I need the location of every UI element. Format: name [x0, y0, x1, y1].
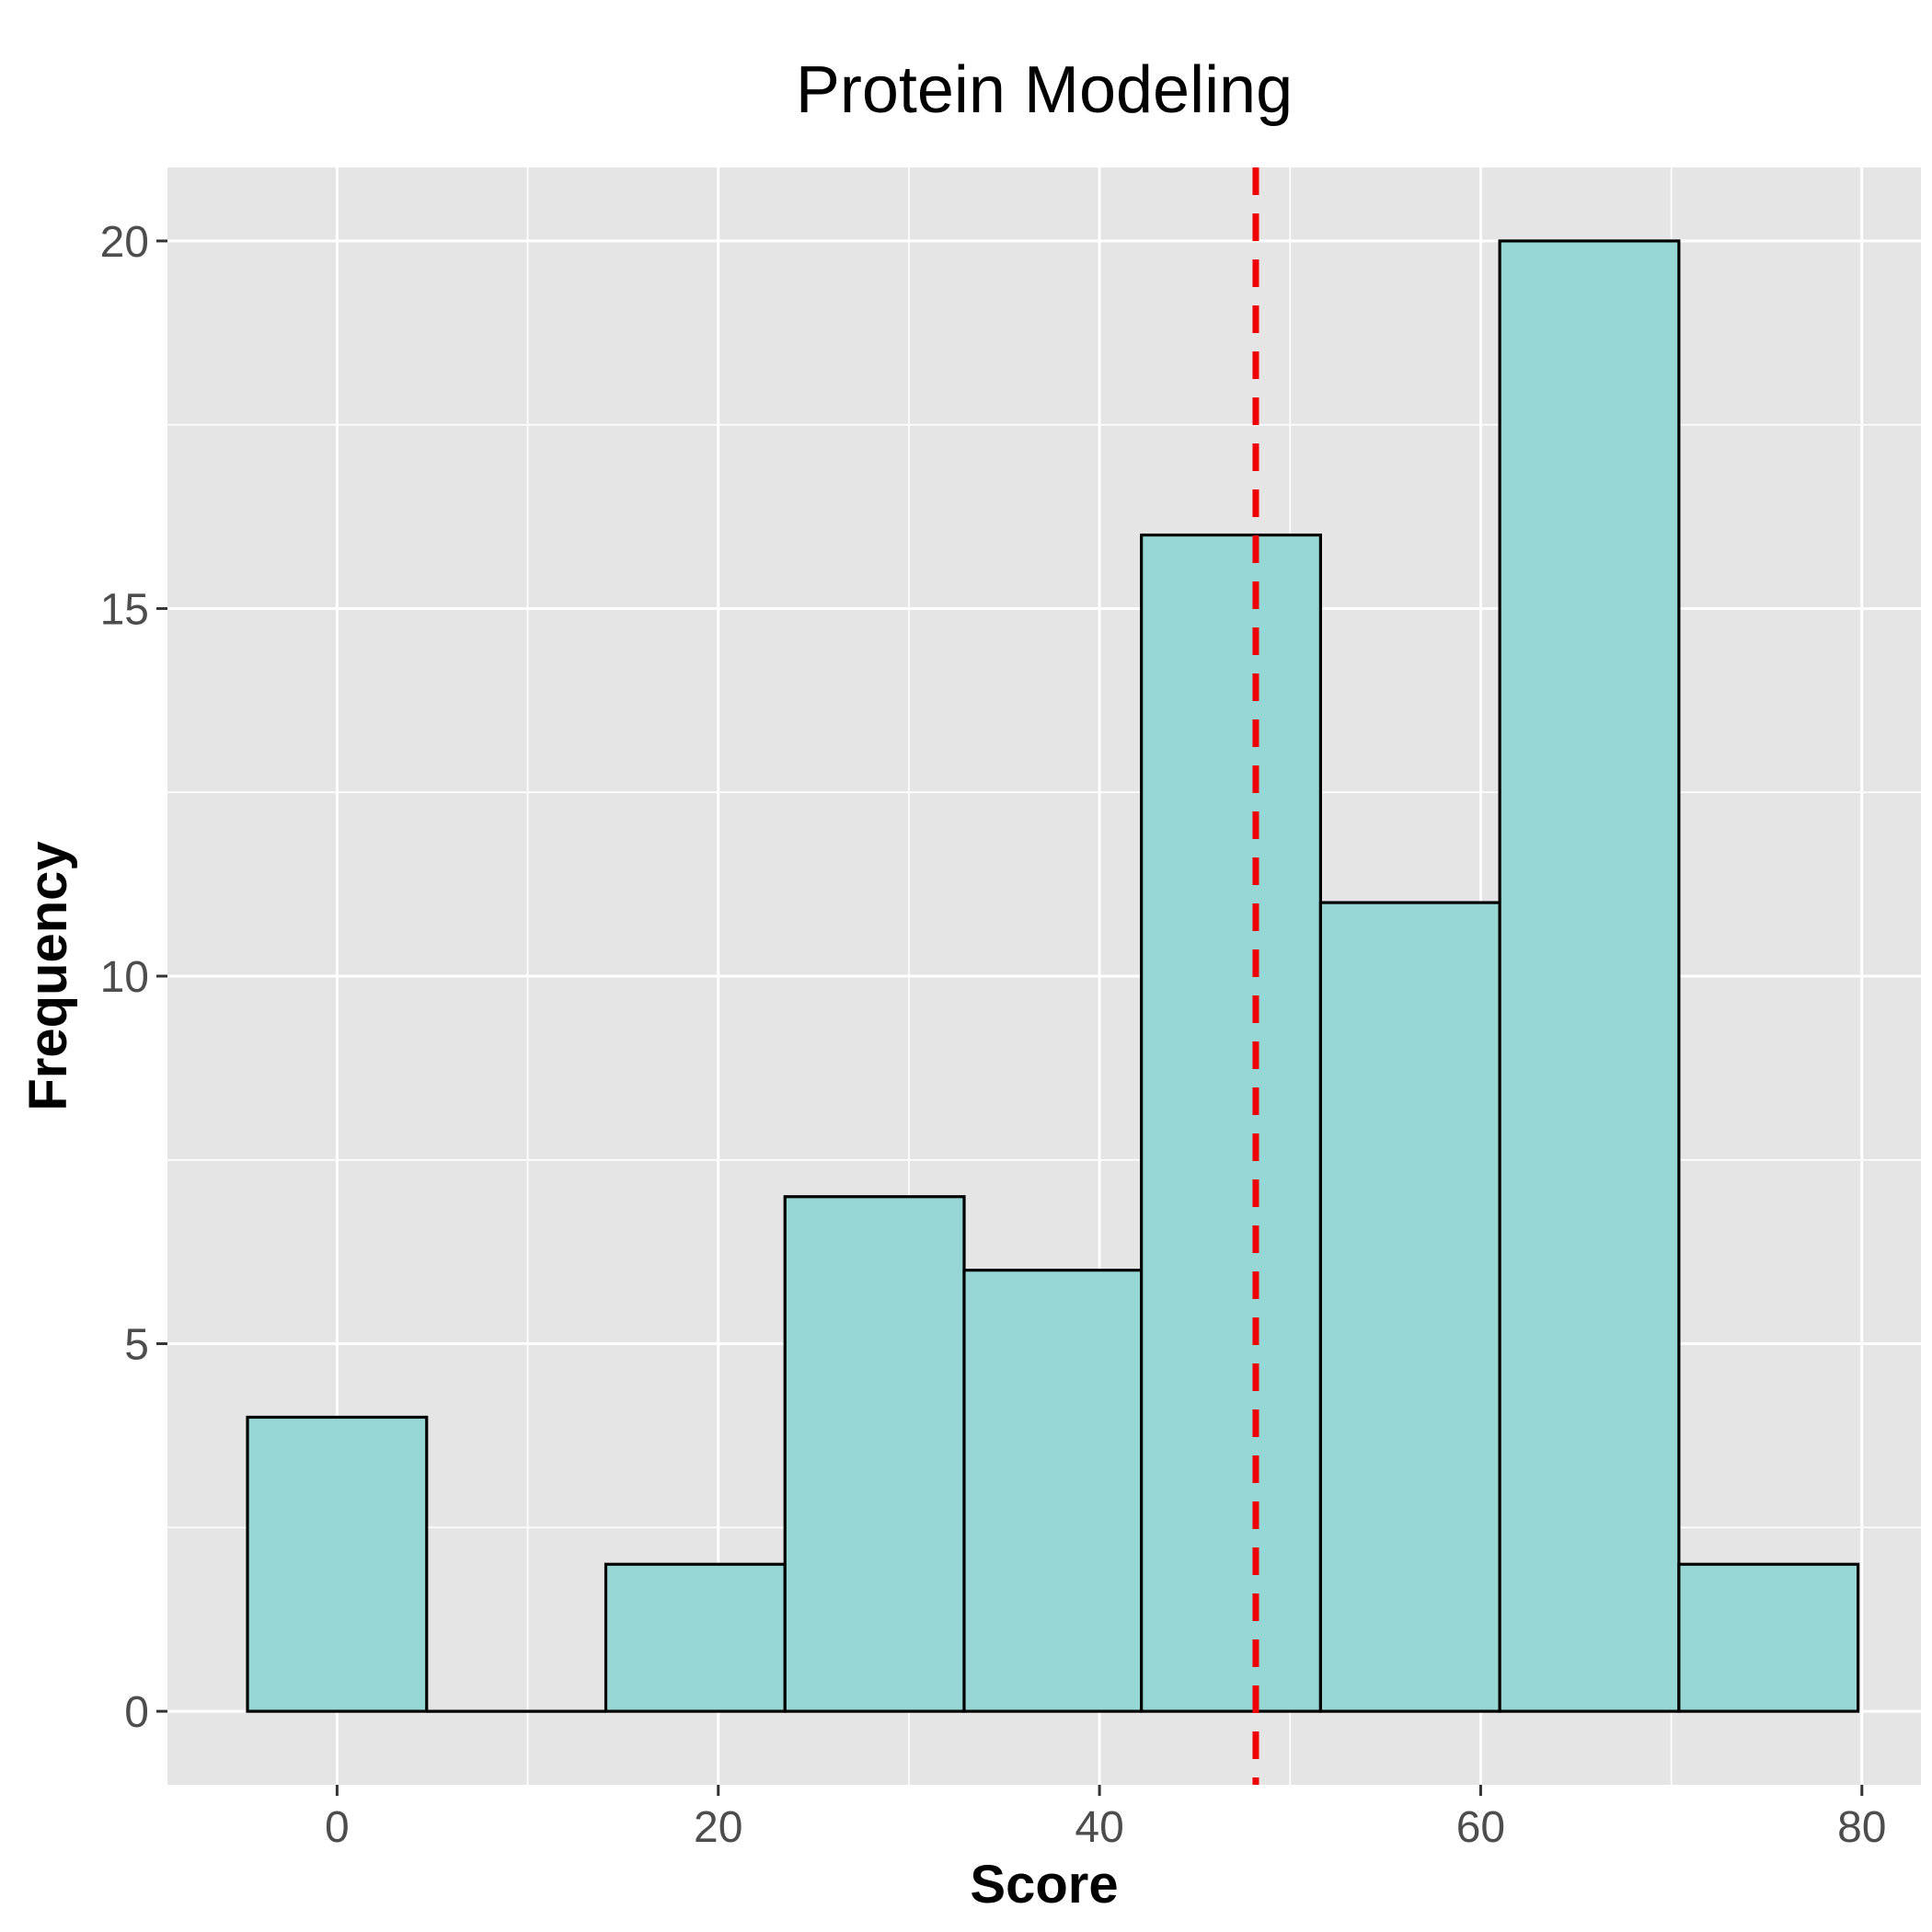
- y-tick-label: 15: [100, 585, 149, 634]
- x-tick-label: 40: [1075, 1803, 1123, 1852]
- histogram-bar: [1677, 1562, 1860, 1713]
- histogram-bar: [1140, 533, 1323, 1713]
- y-tick-label: 20: [100, 218, 149, 267]
- y-tick-label: 10: [100, 953, 149, 1002]
- x-tick-label: 80: [1837, 1803, 1886, 1852]
- axis-ticks: 0 20 40 60 80 0 5 10 15 20: [100, 218, 1887, 1852]
- histogram-bar: [962, 1269, 1144, 1713]
- y-tick-label: 0: [124, 1688, 149, 1737]
- x-tick-label: 60: [1456, 1803, 1505, 1852]
- histogram-bar: [1498, 239, 1681, 1713]
- histogram-bar: [246, 1415, 429, 1713]
- x-axis-title: Score: [970, 1855, 1118, 1915]
- histogram-bar: [1318, 901, 1501, 1713]
- y-axis-title: Frequency: [18, 841, 78, 1110]
- chart-title: Protein Modeling: [796, 53, 1293, 127]
- histogram-bar: [783, 1195, 966, 1713]
- x-tick-label: 20: [694, 1803, 742, 1852]
- histogram-bar: [604, 1562, 787, 1713]
- y-tick-label: 5: [124, 1321, 149, 1370]
- histogram-bars: [246, 239, 1860, 1713]
- x-tick-label: 0: [325, 1803, 350, 1852]
